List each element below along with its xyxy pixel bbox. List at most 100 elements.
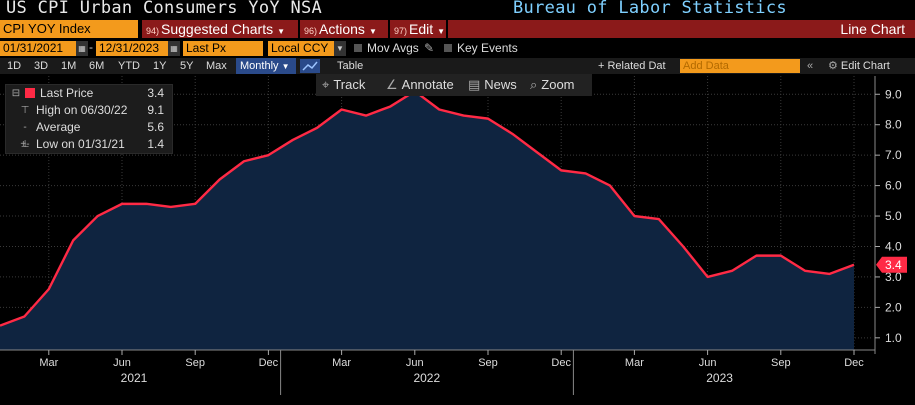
- range-1d[interactable]: 1D: [7, 60, 22, 72]
- date-separator: -: [89, 40, 93, 54]
- data-point[interactable]: [388, 104, 393, 109]
- data-point[interactable]: [754, 253, 759, 258]
- pencil-icon: ∠: [386, 77, 398, 92]
- chevron-down-icon: ▼: [281, 62, 290, 71]
- data-point[interactable]: [71, 238, 76, 243]
- data-point[interactable]: [608, 183, 613, 188]
- edit-label: Edit: [409, 21, 434, 37]
- key-events-label[interactable]: Key Events: [457, 41, 518, 55]
- legend-high: ⊤ High on 06/30/22 9.1: [14, 102, 170, 119]
- expand-icon[interactable]: ⊟: [11, 88, 21, 99]
- data-point[interactable]: [46, 287, 51, 292]
- last-value-label: 3.4: [885, 258, 902, 272]
- range-5y[interactable]: 5Y: [180, 60, 194, 72]
- legend-high-value: 9.1: [147, 103, 164, 117]
- range-3d[interactable]: 3D: [34, 60, 49, 72]
- menu-fill: [448, 20, 915, 38]
- annotate-button[interactable]: ∠ Annotate: [386, 76, 454, 94]
- pencil-icon[interactable]: ✎: [424, 41, 435, 55]
- legend-high-label: High on 06/30/22: [36, 103, 128, 117]
- frequency-select[interactable]: Monthly ▼: [236, 58, 296, 74]
- add-data-input[interactable]: Add Data: [680, 59, 800, 73]
- range-ytd[interactable]: YTD: [118, 60, 140, 72]
- data-point[interactable]: [217, 177, 222, 182]
- chart-type-label[interactable]: Line Chart: [840, 21, 905, 37]
- currency-select[interactable]: Local CCY: [268, 41, 334, 56]
- data-point[interactable]: [705, 274, 710, 279]
- zoom-button[interactable]: ⌕ Zoom: [530, 76, 575, 94]
- frequency-label: Monthly: [240, 60, 279, 72]
- y-tick-label: 9.0: [885, 87, 902, 101]
- table-button[interactable]: Table: [337, 60, 364, 72]
- actions-button[interactable]: 96) Actions ▼: [300, 20, 388, 38]
- chevron-down-icon: ▼: [437, 27, 446, 36]
- suggested-charts-button[interactable]: 94) Suggested Charts ▼: [142, 20, 298, 38]
- edit-chart-button[interactable]: ⚙ Edit Chart: [828, 58, 890, 74]
- legend: ⊟ Last Price 3.4 ⊤ High on 06/30/22 9.1 …: [5, 84, 173, 154]
- data-point[interactable]: [242, 159, 247, 164]
- data-point[interactable]: [803, 268, 808, 273]
- series-line[interactable]: [0, 90, 855, 327]
- data-point[interactable]: [510, 131, 515, 136]
- edit-chart-label: Edit Chart: [840, 60, 890, 72]
- key-events-checkbox[interactable]: [444, 44, 452, 52]
- data-source: Bureau of Labor Statistics: [513, 0, 787, 18]
- actions-num: 96): [304, 26, 318, 36]
- data-point[interactable]: [290, 137, 295, 142]
- year-label: 2021: [121, 371, 148, 385]
- range-max[interactable]: Max: [206, 60, 227, 72]
- calendar-icon[interactable]: ▦: [76, 41, 88, 56]
- data-point[interactable]: [730, 268, 735, 273]
- legend-low-value: 1.4: [147, 137, 164, 151]
- ticker-field[interactable]: CPI YOY Index: [0, 20, 138, 38]
- news-button[interactable]: ▤ News: [468, 76, 517, 94]
- data-point[interactable]: [461, 113, 466, 118]
- data-point[interactable]: [22, 314, 27, 319]
- mov-avgs-checkbox[interactable]: [354, 44, 362, 52]
- end-date-field[interactable]: 12/31/2023: [96, 41, 168, 56]
- data-point[interactable]: [168, 204, 173, 209]
- legend-last-price[interactable]: ⊟ Last Price 3.4: [12, 85, 170, 102]
- range-toolbar: 1D 3D 1M 6M YTD 1Y 5Y Max Monthly ▼ Tabl…: [0, 58, 915, 74]
- data-point[interactable]: [120, 201, 125, 206]
- start-date-field[interactable]: 01/31/2021: [0, 41, 76, 56]
- x-tick-label: Sep: [478, 357, 498, 369]
- news-icon: ▤: [468, 77, 481, 92]
- calendar-icon[interactable]: ▦: [168, 41, 180, 56]
- data-point[interactable]: [632, 214, 637, 219]
- data-point[interactable]: [656, 217, 661, 222]
- chevron-down-icon[interactable]: ▼: [334, 41, 346, 56]
- data-point[interactable]: [852, 262, 857, 267]
- y-tick-label: 2.0: [885, 300, 902, 314]
- crosshair-icon: ⌖: [322, 77, 330, 92]
- edit-button[interactable]: 97) Edit ▼: [390, 20, 446, 38]
- data-point[interactable]: [559, 168, 564, 173]
- range-1y[interactable]: 1Y: [153, 60, 167, 72]
- average-marker-icon: -+-: [20, 122, 30, 150]
- mov-avgs-label[interactable]: Mov Avgs: [367, 41, 419, 55]
- data-point[interactable]: [193, 201, 198, 206]
- data-point[interactable]: [778, 253, 783, 258]
- field-select[interactable]: Last Px: [183, 41, 263, 56]
- data-point[interactable]: [364, 113, 369, 118]
- data-point[interactable]: [315, 125, 320, 130]
- data-point[interactable]: [583, 171, 588, 176]
- data-point[interactable]: [486, 116, 491, 121]
- data-point[interactable]: [95, 214, 100, 219]
- y-tick-label: 5.0: [885, 209, 902, 223]
- data-point[interactable]: [827, 271, 832, 276]
- data-point[interactable]: [534, 150, 539, 155]
- data-point[interactable]: [339, 107, 344, 112]
- line-chart-icon[interactable]: [300, 59, 320, 73]
- track-button[interactable]: ⌖ Track: [322, 76, 365, 94]
- collapse-icon[interactable]: «: [807, 60, 814, 72]
- range-1m[interactable]: 1M: [61, 60, 77, 72]
- related-data-button[interactable]: + Related Dat: [598, 60, 666, 72]
- zoom-label: Zoom: [541, 77, 575, 92]
- data-point[interactable]: [681, 244, 686, 249]
- data-point[interactable]: [437, 107, 442, 112]
- range-6m[interactable]: 6M: [89, 60, 105, 72]
- data-point[interactable]: [144, 201, 149, 206]
- data-point[interactable]: [266, 153, 271, 158]
